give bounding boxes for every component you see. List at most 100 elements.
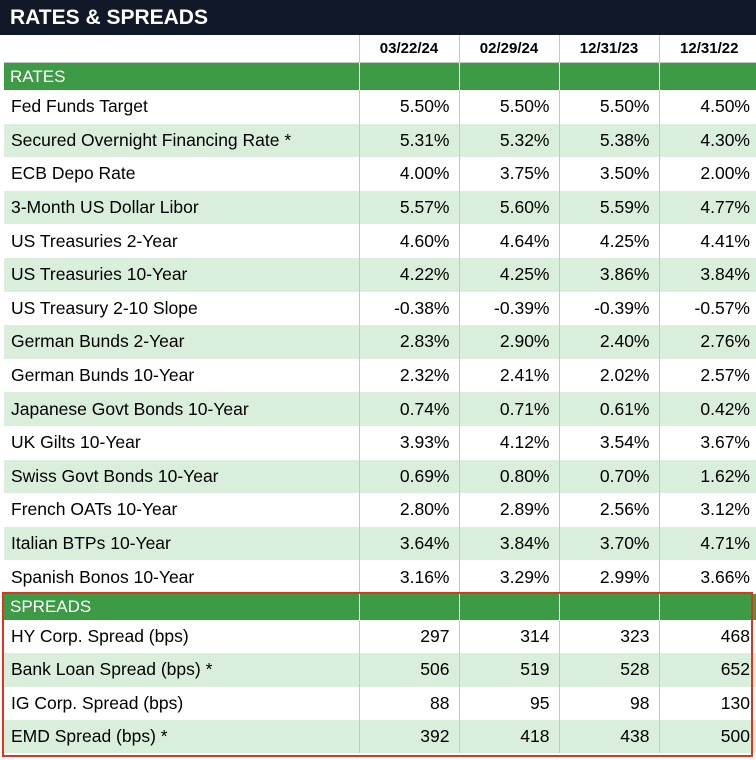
row-label: Spanish Bonos 10-Year <box>4 560 359 594</box>
value-cell: 4.64% <box>458 224 559 258</box>
value-cell: 506 <box>358 653 459 687</box>
section-header-cell <box>458 62 559 90</box>
value-cell: -0.39% <box>558 291 659 326</box>
table-row: Japanese Govt Bonds 10-Year 0.74% 0.71% 0.6… <box>4 392 756 426</box>
value-cell: 2.02% <box>558 358 659 393</box>
table-row: Italian BTPs 10-Year 3.64% 3.84% 3.70% 4.71% <box>4 526 756 561</box>
table-row: EMD Spread (bps) * 392 418 438 500 <box>4 720 756 754</box>
row-label: Secured Overnight Financing Rate * <box>4 123 359 158</box>
value-cell: 2.76% <box>658 325 756 359</box>
table-row: US Treasuries 2-Year 4.60% 4.64% 4.25% 4.41% <box>4 224 756 258</box>
row-label: German Bunds 10-Year <box>4 358 359 393</box>
value-cell: 5.50% <box>458 90 559 124</box>
row-label: US Treasuries 2-Year <box>4 224 359 258</box>
spreads-section: SPREADS HY Corp. Spread (bps) 297 314 323 468… <box>4 593 756 754</box>
value-cell: 2.83% <box>358 325 459 359</box>
row-label: HY Corp. Spread (bps) <box>4 619 359 654</box>
value-cell: 314 <box>458 619 559 654</box>
value-cell: 3.29% <box>458 560 559 594</box>
value-cell: 468 <box>658 619 756 654</box>
value-cell: 0.42% <box>658 392 756 426</box>
table-row: US Treasury 2-10 Slope -0.38% -0.39% -0.39%… <box>4 291 756 326</box>
value-cell: -0.57% <box>658 291 756 326</box>
row-label: French OATs 10-Year <box>4 493 359 527</box>
value-cell: 5.50% <box>358 90 459 124</box>
column-header: 02/29/24 <box>458 35 559 63</box>
table-title: RATES & SPREADS <box>0 0 756 35</box>
value-cell: 5.38% <box>558 123 659 158</box>
table-row: German Bunds 2-Year 2.83% 2.90% 2.40% 2.76% <box>4 325 756 359</box>
value-cell: 5.60% <box>458 190 559 225</box>
value-cell: 95 <box>458 686 559 721</box>
label-column-header <box>4 35 359 63</box>
value-cell: 0.74% <box>358 392 459 426</box>
section-header-cell <box>658 593 756 620</box>
value-cell: 3.12% <box>658 493 756 527</box>
row-label: EMD Spread (bps) * <box>4 720 359 754</box>
value-cell: 392 <box>358 720 459 754</box>
row-label: 3-Month US Dollar Libor <box>4 190 359 225</box>
table-row: Fed Funds Target 5.50% 5.50% 5.50% 4.50% <box>4 90 756 124</box>
row-label: IG Corp. Spread (bps) <box>4 686 359 721</box>
rates-section: RATES Fed Funds Target 5.50% 5.50% 5.50% 4.50… <box>4 62 756 594</box>
value-cell: 5.32% <box>458 123 559 158</box>
table-row: US Treasuries 10-Year 4.22% 4.25% 3.86% 3.84… <box>4 257 756 292</box>
value-cell: 2.56% <box>558 493 659 527</box>
row-label: ECB Depo Rate <box>4 157 359 191</box>
column-header-row: 03/22/24 02/29/24 12/31/23 12/31/22 <box>4 35 756 63</box>
value-cell: 4.41% <box>658 224 756 258</box>
value-cell: 2.32% <box>358 358 459 393</box>
value-cell: 3.93% <box>358 425 459 460</box>
row-label: US Treasuries 10-Year <box>4 257 359 292</box>
section-header-cell <box>458 593 559 620</box>
value-cell: 4.25% <box>558 224 659 258</box>
table-row: IG Corp. Spread (bps) 88 95 98 130 <box>4 686 756 721</box>
value-cell: 3.84% <box>658 257 756 292</box>
section-header-cell <box>358 593 459 620</box>
value-cell: 3.50% <box>558 157 659 191</box>
value-cell: 500 <box>658 720 756 754</box>
value-cell: 528 <box>558 653 659 687</box>
value-cell: 3.66% <box>658 560 756 594</box>
row-label: Fed Funds Target <box>4 90 359 124</box>
value-cell: 98 <box>558 686 659 721</box>
section-header-row: SPREADS <box>4 593 756 620</box>
value-cell: -0.39% <box>458 291 559 326</box>
table-row: 3-Month US Dollar Libor 5.57% 5.60% 5.59% 4.… <box>4 190 756 225</box>
column-header: 12/31/23 <box>558 35 659 63</box>
table-row: French OATs 10-Year 2.80% 2.89% 2.56% 3.12% <box>4 493 756 527</box>
value-cell: 4.71% <box>658 526 756 561</box>
value-cell: 4.77% <box>658 190 756 225</box>
value-cell: 3.86% <box>558 257 659 292</box>
rates-spreads-table: 03/22/24 02/29/24 12/31/23 12/31/22 RATE… <box>4 35 756 754</box>
value-cell: 4.22% <box>358 257 459 292</box>
section-header-cell <box>358 62 459 90</box>
row-label: US Treasury 2-10 Slope <box>4 291 359 326</box>
value-cell: 2.00% <box>658 157 756 191</box>
value-cell: 0.80% <box>458 459 559 494</box>
value-cell: 3.16% <box>358 560 459 594</box>
row-label: Japanese Govt Bonds 10-Year <box>4 392 359 426</box>
table-row: Secured Overnight Financing Rate * 5.31% 5… <box>4 123 756 158</box>
row-label: UK Gilts 10-Year <box>4 425 359 460</box>
value-cell: 438 <box>558 720 659 754</box>
value-cell: 4.25% <box>458 257 559 292</box>
value-cell: 0.70% <box>558 459 659 494</box>
value-cell: 0.69% <box>358 459 459 494</box>
value-cell: 2.40% <box>558 325 659 359</box>
value-cell: 3.84% <box>458 526 559 561</box>
value-cell: 4.50% <box>658 90 756 124</box>
value-cell: 1.62% <box>658 459 756 494</box>
value-cell: 2.57% <box>658 358 756 393</box>
value-cell: -0.38% <box>358 291 459 326</box>
value-cell: 5.50% <box>558 90 659 124</box>
value-cell: 4.30% <box>658 123 756 158</box>
value-cell: 3.67% <box>658 425 756 460</box>
value-cell: 2.90% <box>458 325 559 359</box>
value-cell: 3.75% <box>458 157 559 191</box>
value-cell: 418 <box>458 720 559 754</box>
value-cell: 4.12% <box>458 425 559 460</box>
value-cell: 323 <box>558 619 659 654</box>
section-header-cell <box>658 62 756 90</box>
table-row: HY Corp. Spread (bps) 297 314 323 468 <box>4 619 756 654</box>
